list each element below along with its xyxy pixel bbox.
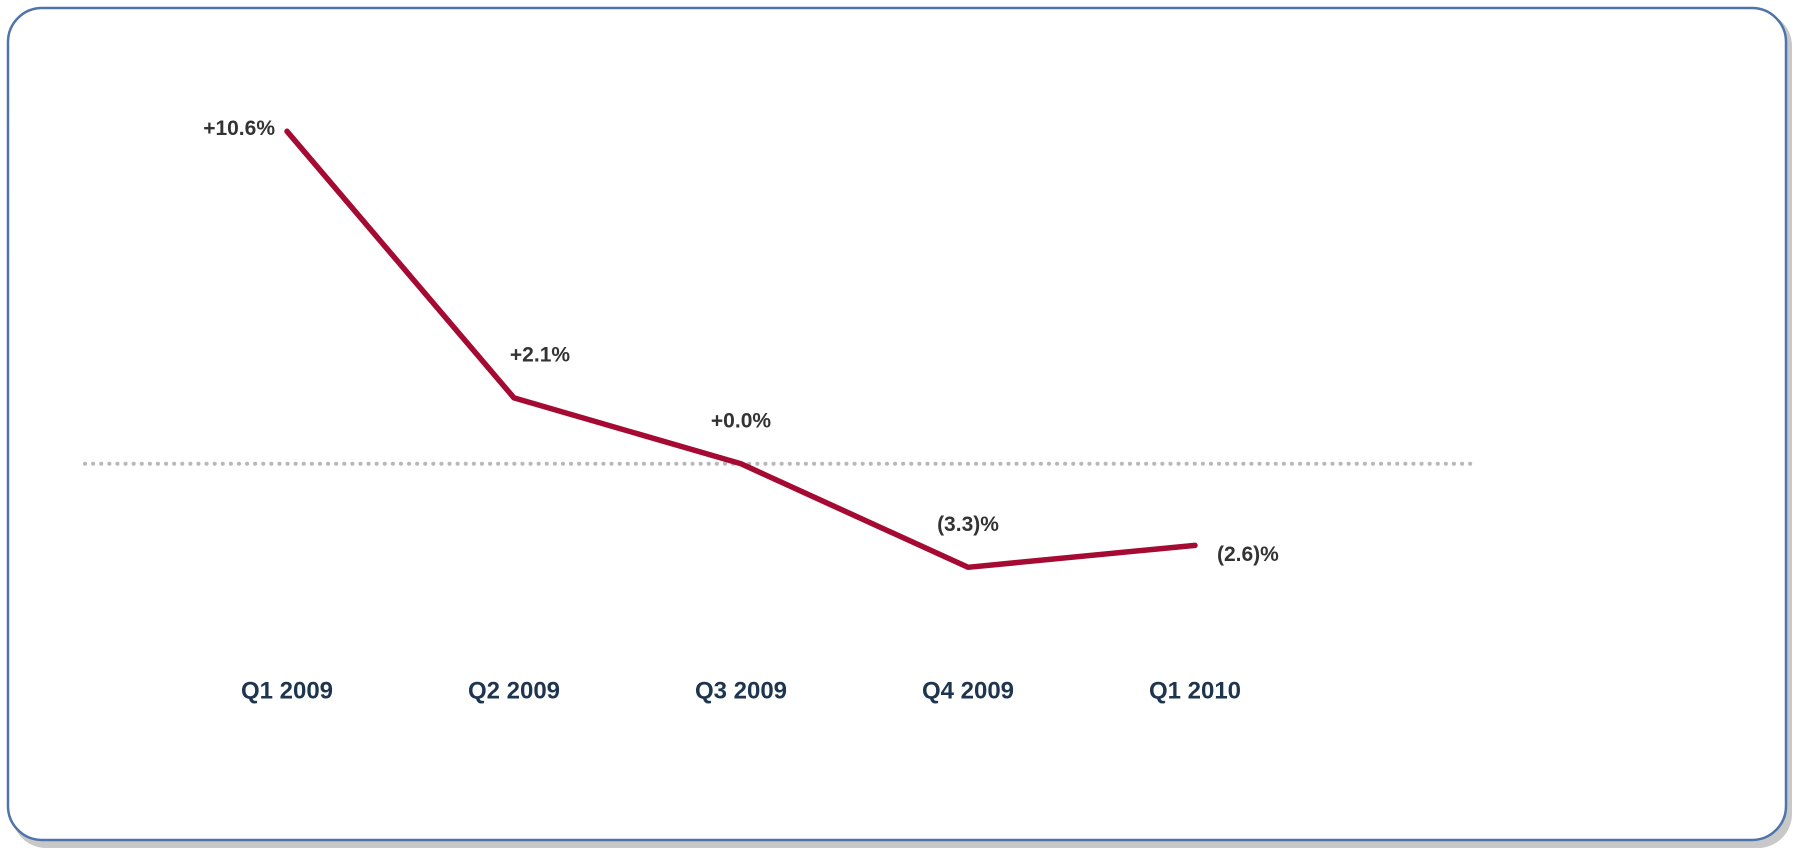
value-label: +2.1% bbox=[510, 343, 570, 366]
x-tick-label: Q4 2009 bbox=[922, 677, 1014, 704]
value-label: +10.6% bbox=[203, 117, 275, 140]
value-label: (3.3)% bbox=[937, 513, 999, 536]
x-tick-label: Q1 2009 bbox=[241, 677, 333, 704]
x-tick-label: Q2 2009 bbox=[468, 677, 560, 704]
data-line bbox=[284, 128, 1198, 571]
frame bbox=[6, 6, 1788, 842]
x-tick-label: Q3 2009 bbox=[695, 677, 787, 704]
value-label: +0.0% bbox=[711, 409, 771, 432]
value-label: (2.6)% bbox=[1217, 543, 1279, 566]
x-tick-label: Q1 2010 bbox=[1149, 677, 1241, 704]
